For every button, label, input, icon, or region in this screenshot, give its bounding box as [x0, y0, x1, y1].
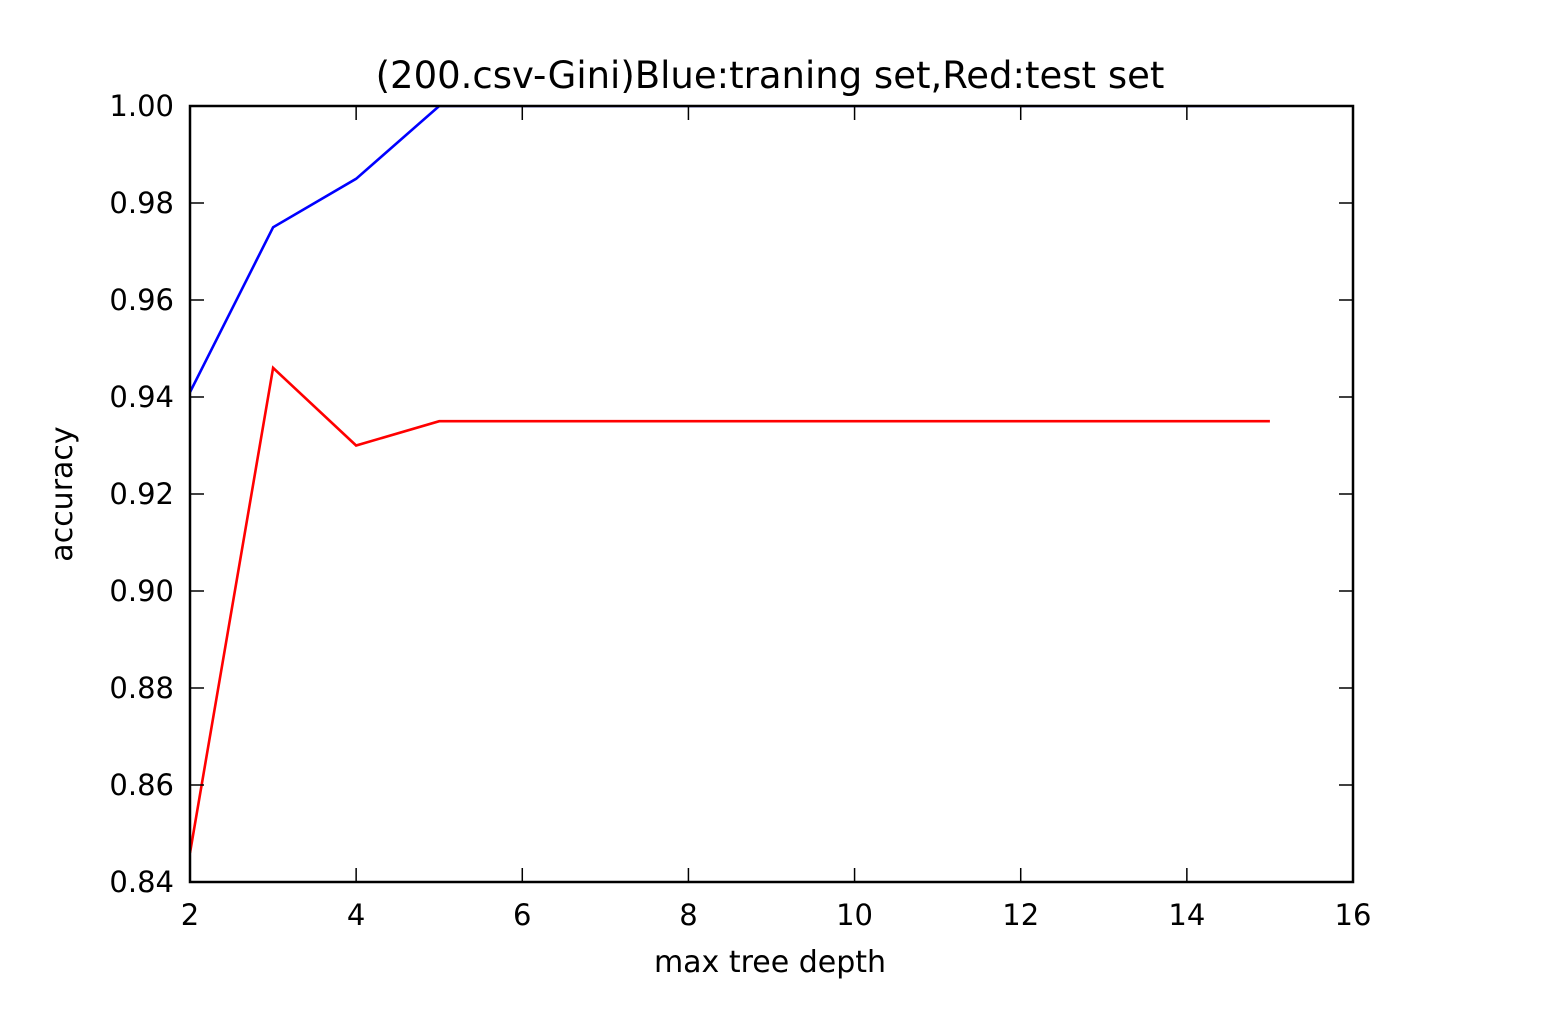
y-axis-label: accuracy — [45, 426, 80, 561]
y-tick-label: 0.98 — [109, 186, 174, 220]
x-axis-label: max tree depth — [654, 945, 886, 980]
y-tick-label: 0.92 — [109, 477, 174, 511]
y-tick-label: 1.00 — [109, 89, 174, 123]
x-tick-label: 4 — [347, 898, 365, 932]
x-tick-label: 10 — [836, 898, 873, 932]
x-axis-ticks: 2 4 6 8 10 12 14 16 — [181, 106, 1372, 932]
x-tick-label: 14 — [1168, 898, 1205, 932]
y-tick-label: 0.86 — [109, 768, 174, 802]
x-tick-label: 8 — [679, 898, 697, 932]
y-tick-label: 0.88 — [109, 671, 174, 705]
y-axis-ticks: 0.84 0.86 0.88 0.90 0.92 0.94 0.96 0.98 1.00 — [109, 89, 1353, 899]
x-tick-label: 12 — [1002, 898, 1039, 932]
x-tick-label: 16 — [1335, 898, 1372, 932]
y-tick-label: 0.96 — [109, 283, 174, 317]
chart-title: (200.csv-Gini)Blue:traning set,Red:test … — [376, 54, 1165, 97]
y-tick-label: 0.84 — [109, 865, 174, 899]
plot-area-frame — [188, 104, 1355, 884]
series-layer — [190, 106, 1270, 854]
series-line-1 — [190, 106, 1270, 393]
series-line-2 — [190, 365, 1270, 854]
x-tick-label: 6 — [513, 898, 531, 932]
y-tick-label: 0.94 — [109, 380, 174, 414]
x-tick-label: 2 — [181, 898, 199, 932]
y-tick-label: 0.90 — [109, 574, 174, 608]
